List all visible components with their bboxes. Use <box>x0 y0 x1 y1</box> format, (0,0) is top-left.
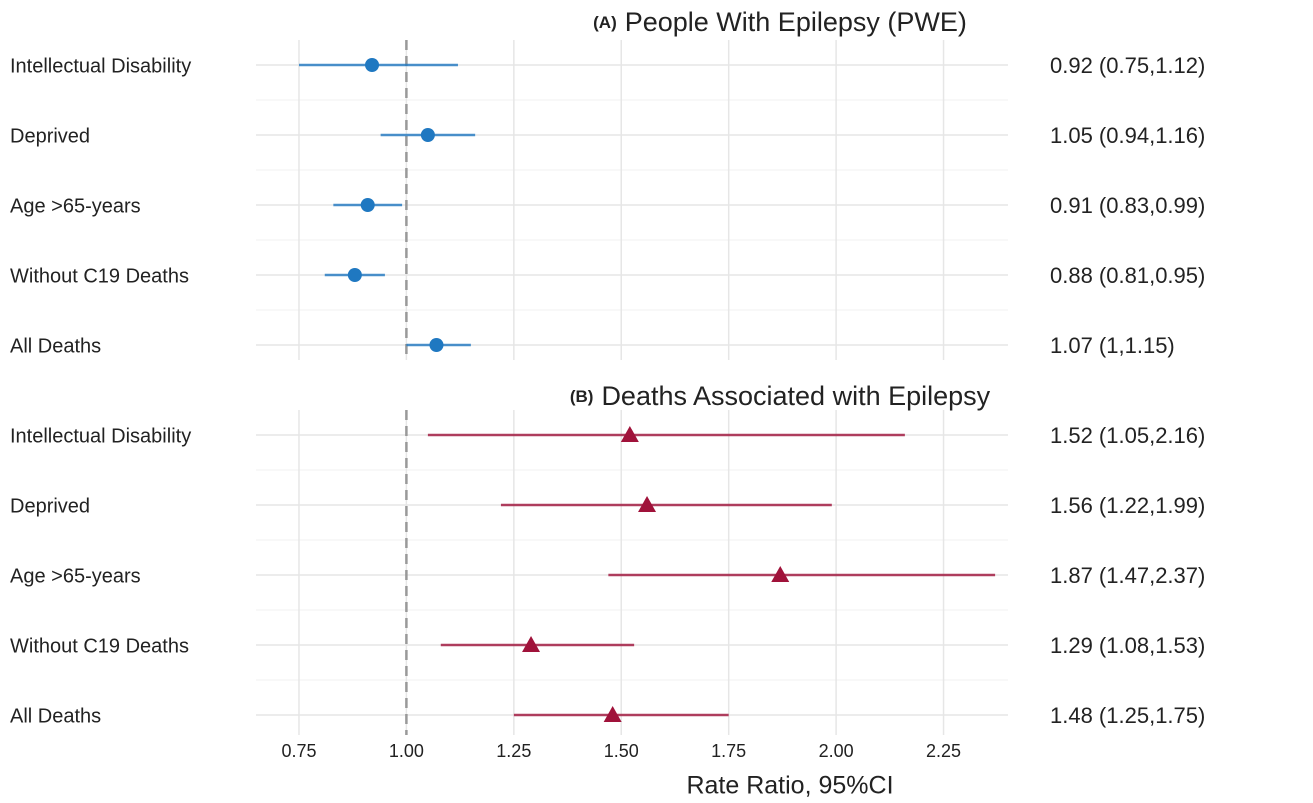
point-marker <box>365 58 380 72</box>
value-label: 0.91 (0.83,0.99) <box>1050 193 1205 218</box>
x-tick-label: 2.00 <box>819 741 854 761</box>
value-label: 1.52 (1.05,2.16) <box>1050 423 1205 448</box>
category-label: Age >65-years <box>10 195 141 217</box>
value-label: 1.05 (0.94,1.16) <box>1050 123 1205 148</box>
point-marker <box>360 198 375 212</box>
point-marker <box>420 128 435 142</box>
category-label: Age >65-years <box>10 565 141 587</box>
value-label: 0.88 (0.81,0.95) <box>1050 263 1205 288</box>
point-marker <box>620 426 639 442</box>
panel-title-text: People With Epilepsy (PWE) <box>625 7 967 37</box>
point-marker <box>603 706 622 722</box>
category-label: All Deaths <box>10 335 101 357</box>
value-label: 1.48 (1.25,1.75) <box>1050 703 1205 728</box>
value-label: 1.07 (1,1.15) <box>1050 333 1175 358</box>
x-tick-label: 0.75 <box>281 741 316 761</box>
point-marker <box>522 636 541 652</box>
category-label: Without C19 Deaths <box>10 265 189 287</box>
panel-title-text: Deaths Associated with Epilepsy <box>601 381 990 411</box>
x-tick-label: 1.75 <box>711 741 746 761</box>
value-label: 1.87 (1.47,2.37) <box>1050 563 1205 588</box>
category-label: Intellectual Disability <box>10 55 191 77</box>
value-label: 0.92 (0.75,1.12) <box>1050 53 1205 78</box>
value-label: 1.56 (1.22,1.99) <box>1050 493 1205 518</box>
category-label: Without C19 Deaths <box>10 635 189 657</box>
point-marker <box>638 496 657 512</box>
panel-title: (A) People With Epilepsy (PWE) <box>593 7 967 37</box>
x-tick-label: 1.25 <box>496 741 531 761</box>
category-label: Deprived <box>10 495 90 517</box>
category-label: Intellectual Disability <box>10 425 191 447</box>
x-tick-label: 1.50 <box>604 741 639 761</box>
point-marker <box>429 338 444 352</box>
point-marker <box>771 566 790 582</box>
x-tick-label: 2.25 <box>926 741 961 761</box>
x-tick-label: 1.00 <box>389 741 424 761</box>
panel-label: (B) <box>570 387 594 406</box>
category-label: All Deaths <box>10 705 101 727</box>
panel-title: (B) Deaths Associated with Epilepsy <box>570 381 991 411</box>
panel-label: (A) <box>593 13 617 32</box>
value-label: 1.29 (1.08,1.53) <box>1050 633 1205 658</box>
point-marker <box>347 268 362 282</box>
category-label: Deprived <box>10 125 90 147</box>
x-axis-label: Rate Ratio, 95%CI <box>686 772 893 800</box>
